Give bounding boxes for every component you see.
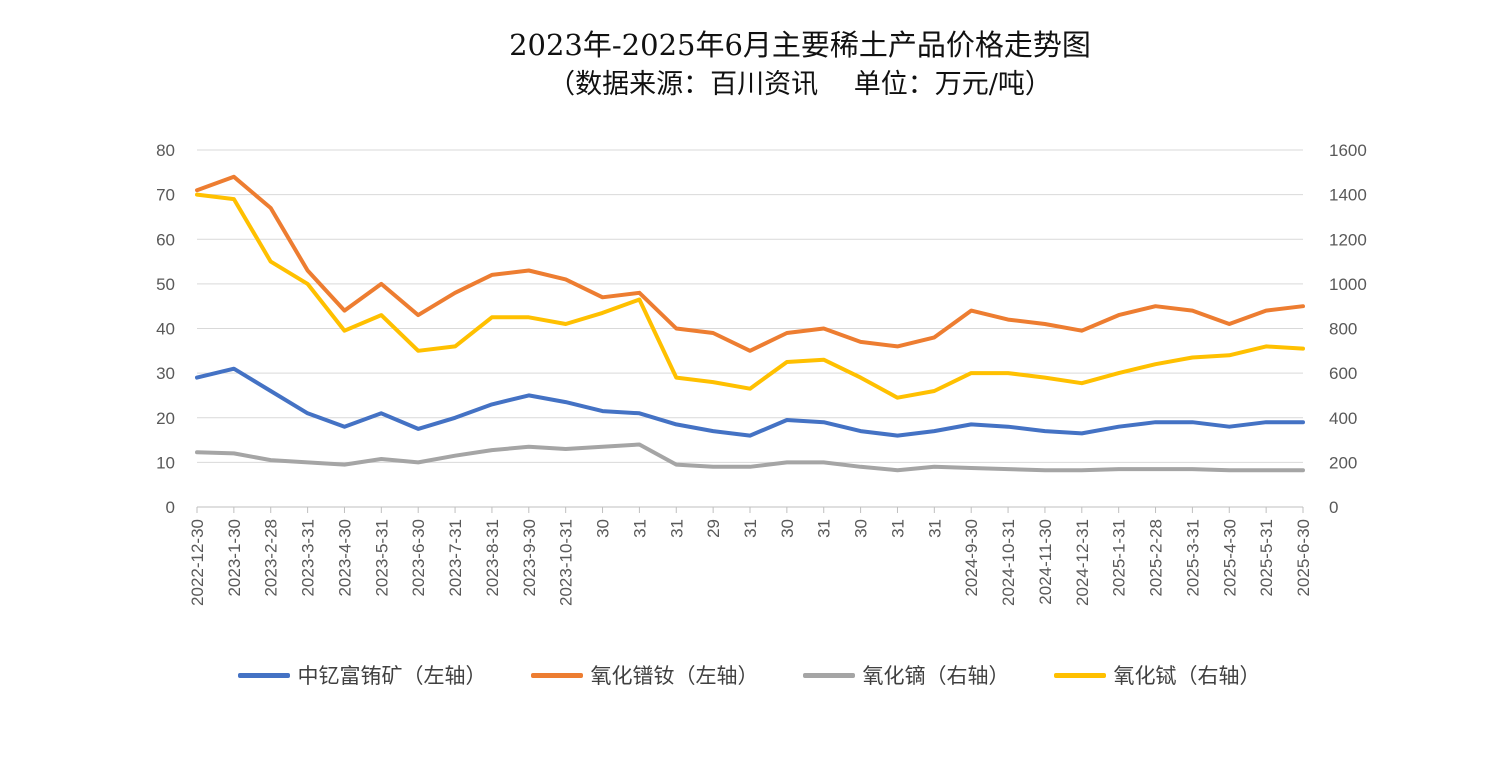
- y-right-tick-label: 1200: [1329, 230, 1367, 249]
- y-right-tick-label: 200: [1329, 453, 1357, 472]
- y-left-tick-label: 70: [156, 186, 175, 205]
- x-tick-label: 31: [888, 519, 907, 538]
- x-tick-label: 2023-9-30: [520, 519, 539, 597]
- chart-subtitle: （数据来源：百川资讯 单位：万元/吨）: [548, 69, 1052, 100]
- x-tick-label: 2025-4-30: [1220, 519, 1239, 597]
- legend-label: 氧化铽（右轴）: [1113, 664, 1261, 688]
- x-tick-label: 30: [852, 519, 871, 538]
- y-left-tick-label: 80: [156, 141, 175, 160]
- y-left-tick-label: 60: [156, 230, 175, 249]
- legend-swatch: [530, 672, 583, 678]
- x-tick-label: 2025-5-31: [1257, 519, 1276, 597]
- x-tick-label: 2024-9-30: [962, 519, 981, 597]
- y-right-tick-label: 600: [1329, 364, 1357, 383]
- series-line: [195, 192, 1305, 400]
- x-tick-label: 2023-10-31: [557, 519, 576, 606]
- legend-label: 氧化镨钕（左轴）: [590, 664, 759, 688]
- x-tick-label: 2023-4-30: [335, 519, 354, 597]
- legend: 中钇富铕矿（左轴） 氧化镨钕（左轴） 氧化镝（右轴） 氧化铽（右轴）: [0, 660, 1498, 690]
- legend-item: 氧化铽（右轴）: [1053, 660, 1261, 690]
- legend-swatch: [802, 672, 855, 678]
- y-left-tick-label: 20: [156, 409, 175, 428]
- series-line: [195, 442, 1305, 473]
- x-tick-label: 30: [594, 519, 613, 538]
- y-right-tick-label: 1400: [1329, 186, 1367, 205]
- y-left-tick-label: 10: [156, 453, 175, 472]
- legend-swatch: [237, 672, 290, 678]
- x-tick-label: 2025-3-31: [1183, 519, 1202, 597]
- x-tick-label: 2023-2-28: [262, 519, 281, 597]
- x-tick-label: 2025-6-30: [1294, 519, 1313, 597]
- x-tick-label: 31: [667, 519, 686, 538]
- y-right-tick-label: 0: [1329, 498, 1338, 517]
- x-tick-label: 2025-1-31: [1110, 519, 1129, 597]
- x-tick-label: 29: [704, 519, 723, 538]
- y-left-tick-label: 50: [156, 275, 175, 294]
- legend-item: 氧化镨钕（左轴）: [530, 660, 759, 690]
- x-tick-label: 2023-3-31: [299, 519, 318, 597]
- y-left-tick-label: 0: [166, 498, 175, 517]
- legend-label: 中钇富铕矿（左轴）: [297, 664, 487, 688]
- line-chart: 0102030405060708002004006008001000120014…: [156, 141, 1367, 606]
- y-right-tick-label: 400: [1329, 409, 1357, 428]
- y-left-tick-label: 40: [156, 320, 175, 339]
- y-right-tick-label: 1600: [1329, 141, 1367, 160]
- legend-item: 中钇富铕矿（左轴）: [237, 660, 487, 690]
- legend-label: 氧化镝（右轴）: [862, 664, 1010, 688]
- x-tick-label: 31: [741, 519, 760, 538]
- x-tick-label: 30: [778, 519, 797, 538]
- x-tick-label: 2024-12-31: [1073, 519, 1092, 606]
- series-line: [195, 366, 1305, 438]
- y-right-tick-label: 1000: [1329, 275, 1367, 294]
- x-tick-label: 2023-5-31: [372, 519, 391, 597]
- x-tick-label: 2022-12-30: [188, 519, 207, 606]
- x-tick-label: 2024-10-31: [999, 519, 1018, 606]
- legend-item: 氧化镝（右轴）: [802, 660, 1010, 690]
- legend-swatch: [1053, 672, 1106, 678]
- x-tick-label: 2023-7-31: [446, 519, 465, 597]
- x-tick-label: 31: [925, 519, 944, 538]
- chart-title: 2023年-2025年6月主要稀土产品价格走势图: [509, 28, 1091, 62]
- series-line: [195, 174, 1305, 353]
- y-left-tick-label: 30: [156, 364, 175, 383]
- x-tick-label: 2023-8-31: [483, 519, 502, 597]
- x-tick-label: 2025-2-28: [1147, 519, 1166, 597]
- y-right-tick-label: 800: [1329, 320, 1357, 339]
- x-tick-label: 31: [630, 519, 649, 538]
- x-tick-label: 2023-6-30: [409, 519, 428, 597]
- x-tick-label: 2023-1-30: [225, 519, 244, 597]
- x-tick-label: 2024-11-30: [1036, 519, 1055, 605]
- x-tick-label: 31: [815, 519, 834, 538]
